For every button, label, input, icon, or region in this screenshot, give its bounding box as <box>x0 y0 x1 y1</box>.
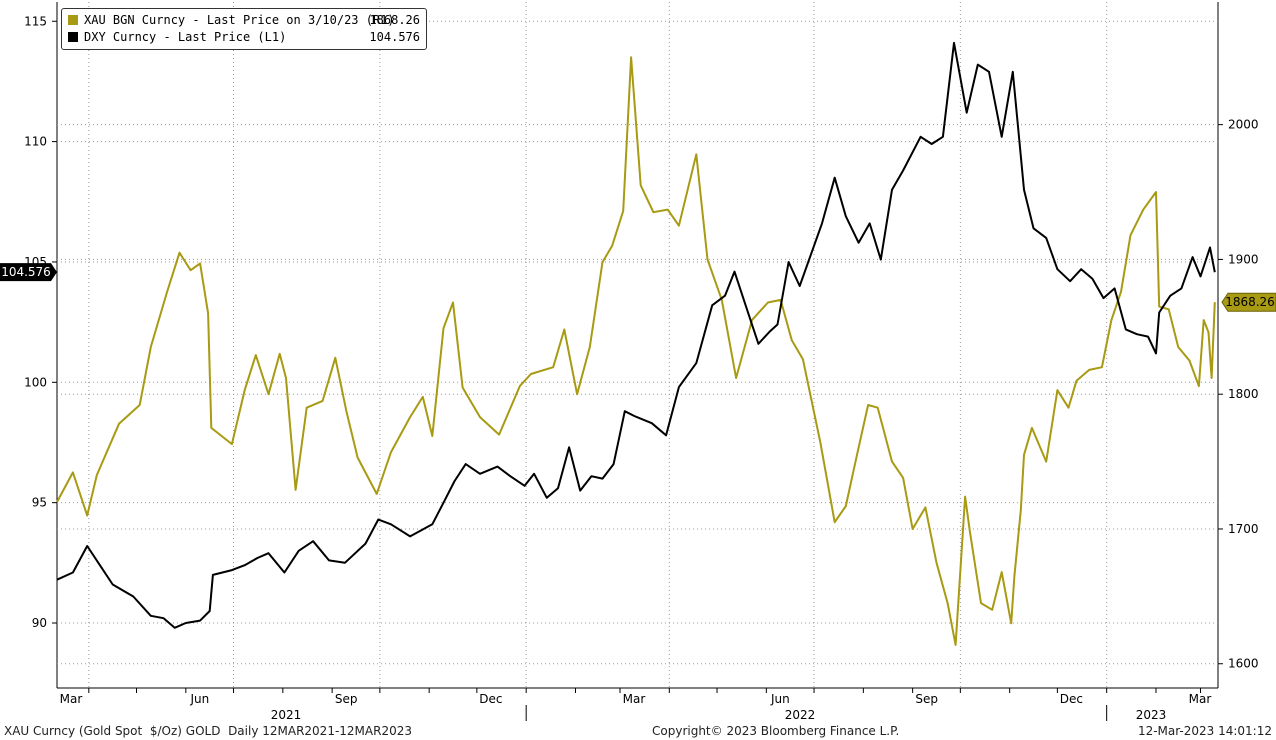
left-y-tick-label: 110 <box>24 135 47 149</box>
gold-swatch <box>68 15 78 25</box>
x-month-label: Sep <box>915 692 938 706</box>
gold-legend-label: XAU BGN Curncy - Last Price on 3/10/23 (… <box>84 13 395 27</box>
gridlines <box>56 2 1219 689</box>
left-y-tick-label: 100 <box>24 375 47 389</box>
x-axis: Mar Jun Sep Dec Mar Jun Sep Dec Mar 2021 2022 2023 <box>60 688 1212 722</box>
footer-timestamp: 12-Mar-2023 14:01:12 <box>1137 724 1272 738</box>
current-value-tags: 104.576 1868.26 <box>0 263 1276 312</box>
right-y-tick-label: 2000 <box>1228 118 1259 132</box>
x-month-label: Mar <box>623 692 646 706</box>
x-month-label: Dec <box>1060 692 1083 706</box>
x-month-label: Mar <box>60 692 83 706</box>
legend-entry-gold: XAU BGN Curncy - Last Price on 3/10/23 (… <box>68 12 395 28</box>
left-y-tick-label: 95 <box>32 496 47 510</box>
x-year-label: 2021 <box>271 708 302 722</box>
right-y-tick-label: 1800 <box>1228 387 1259 401</box>
x-month-label: Mar <box>1189 692 1212 706</box>
x-year-label: 2022 <box>785 708 816 722</box>
series-lines <box>56 41 1216 646</box>
right-y-tick-label: 1600 <box>1228 657 1259 671</box>
right-y-tick-label: 1700 <box>1228 522 1259 536</box>
legend-entry-dxy: DXY Curncy - Last Price (L1) <box>68 29 286 45</box>
x-year-label: 2023 <box>1136 708 1167 722</box>
right-current-value-text: 1868.26 <box>1225 295 1275 309</box>
x-month-label: Dec <box>479 692 502 706</box>
left-y-tick-label: 90 <box>32 616 47 630</box>
left-current-value-text: 104.576 <box>1 265 51 279</box>
x-month-label: Jun <box>189 692 209 706</box>
right-y-axis: 1600 1700 1800 1900 2000 <box>1218 118 1259 671</box>
footer-copyright: Copyright© 2023 Bloomberg Finance L.P. <box>652 724 900 738</box>
dxy-legend-label: DXY Curncy - Last Price (L1) <box>84 30 287 44</box>
dxy-line <box>56 41 1216 629</box>
footer-security-info: XAU Curncy (Gold Spot $/Oz) GOLD Daily 1… <box>4 724 412 738</box>
gold-legend-value: 1868.26 <box>369 13 420 27</box>
left-y-tick-label: 115 <box>24 14 47 28</box>
dxy-swatch <box>68 32 78 42</box>
left-current-value-tag <box>0 263 57 282</box>
right-current-value-tag <box>1221 292 1276 312</box>
chart-legend: XAU BGN Curncy - Last Price on 3/10/23 (… <box>61 8 427 50</box>
x-month-label: Jun <box>770 692 790 706</box>
gold-price-line <box>56 56 1216 646</box>
right-y-tick-label: 1900 <box>1228 252 1259 266</box>
dxy-legend-value: 104.576 <box>369 30 420 44</box>
x-month-label: Sep <box>335 692 358 706</box>
